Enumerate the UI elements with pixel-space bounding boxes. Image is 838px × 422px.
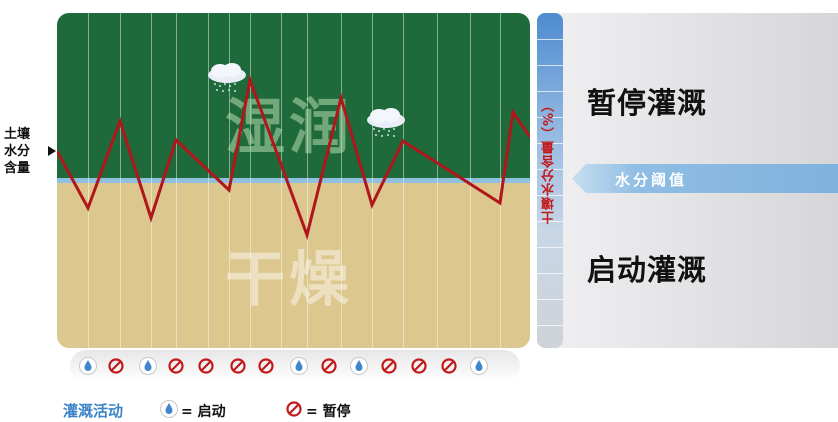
scale-tick [537,325,563,326]
y-annotation-line: 土壤 [4,127,31,142]
rain-cloud-icon [367,108,405,137]
scale-tick [537,221,563,222]
drop-icon [160,400,178,418]
scale-tick [537,273,563,274]
threshold-line [57,178,530,183]
drop-icon [290,357,308,375]
stop-irrigation-label: 暂停灌溉 [587,86,708,120]
gridline [403,13,404,348]
scale-tick [537,143,563,144]
y-annotation-line: 水分 [4,144,31,159]
threshold-label: 水分阈值 [615,171,688,189]
gridline [151,13,152,348]
moisture-curve [57,74,530,241]
legend-start-text: = 启动 [181,404,226,420]
gridline [176,13,177,348]
stop-icon [286,401,302,417]
rain-cloud-icon [208,63,246,92]
stop-icon [167,357,185,375]
gridline [250,13,251,348]
gridline [307,13,308,348]
stop-icon [320,357,338,375]
pointer-arrow-icon [48,146,56,156]
moisture-line [57,74,530,241]
stop-icon [197,357,215,375]
gridline [120,13,121,348]
scale-tick [537,195,563,196]
scale-tick [537,169,563,170]
drop-icon [79,357,97,375]
scale-tick [537,65,563,66]
legend-title: 灌溉活动 [63,402,124,420]
gridline [470,13,471,348]
scale-tick [537,117,563,118]
drop-icon [350,357,368,375]
y-annotation-line: 含量 [4,161,31,176]
scale-tick [537,91,563,92]
scale-tick [537,299,563,300]
soil-moisture-plot: 湿润 干燥 [57,13,530,348]
stop-icon [229,357,247,375]
start-irrigation-label: 启动灌溉 [587,253,708,287]
scale-tick [537,39,563,40]
wet-zone [57,13,530,180]
scale-tick [537,247,563,248]
gridline [341,13,342,348]
gridline [437,13,438,348]
moisture-scale-bar [537,13,563,348]
dry-zone-label: 干燥 [225,245,353,315]
drop-icon [470,357,488,375]
legend-stop-text: = 暂停 [306,404,351,420]
stop-icon [410,357,428,375]
stop-icon [380,357,398,375]
stop-icon [257,357,275,375]
drop-icon [139,357,157,375]
gridline [281,13,282,348]
gridline [500,13,501,348]
gridline [208,13,209,348]
y-axis-annotation: 土壤 水分 含量 [4,126,30,177]
stop-icon [107,357,125,375]
threshold-badge [572,164,838,193]
gridline [372,13,373,348]
dry-zone [57,183,530,348]
gridline [88,13,89,348]
axis-title: 土壤水分含量（%） [542,98,557,225]
stop-icon [440,357,458,375]
